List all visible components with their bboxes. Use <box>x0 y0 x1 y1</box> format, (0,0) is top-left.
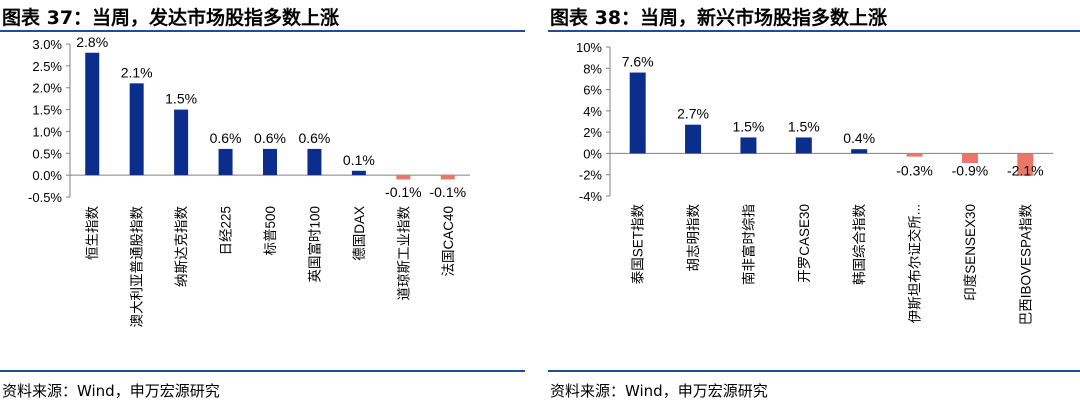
bar-chart-emerging-markets: 10% 8% 6% 4% 2% 0% -2% -4% 7.6% 泰国SET指数 2.7% 胡志明指数 1… <box>576 40 1053 326</box>
bar <box>129 83 144 176</box>
x-category-label: 澳大利亚普通股指数 <box>130 206 145 328</box>
bar <box>906 153 923 157</box>
chart-panel-emerging-markets: 图表 38：当周，新兴市场股指多数上涨 10% 8% 6% 4% 2% 0% -2% -4% 7… <box>548 0 1080 406</box>
x-category-label: 南非富时综指 <box>740 204 756 285</box>
data-label: -0.3% <box>896 162 933 178</box>
y-tick-label: 1.0% <box>32 124 62 139</box>
bar <box>1017 153 1034 176</box>
bar <box>307 148 322 176</box>
source-note: 资料来源：Wind，申万宏源研究 <box>550 382 768 400</box>
x-category-label: 道琼斯工业指数 <box>396 206 411 301</box>
data-label: 7.6% <box>622 54 654 70</box>
bar <box>685 124 702 154</box>
bar <box>396 175 411 180</box>
x-category-label: 巴西IBOVESPA指数 <box>1018 204 1033 326</box>
y-tick-label: 10% <box>576 40 602 55</box>
data-label: -0.1% <box>429 184 466 200</box>
x-category-label: 胡志明指数 <box>686 204 701 272</box>
data-label: 0.6% <box>254 130 286 146</box>
title-divider <box>548 30 1080 32</box>
chart-title: 图表 37：当周，发达市场股指多数上涨 <box>2 7 340 29</box>
bar <box>174 109 189 176</box>
x-category-label: 标普500 <box>263 206 278 256</box>
y-tick-label: 0.5% <box>32 146 62 161</box>
x-category-label: 英国富时100 <box>306 206 322 283</box>
y-tick-label: 2% <box>583 125 602 140</box>
y-tick-label: 3.0% <box>32 37 62 52</box>
x-category-label: 韩国综合指数 <box>852 204 867 285</box>
x-category-label: 纳斯达克指数 <box>174 206 189 287</box>
bar <box>440 175 455 180</box>
data-label: -0.1% <box>385 184 422 200</box>
y-tick-label: 2.0% <box>32 81 62 96</box>
data-label: 1.5% <box>788 118 820 134</box>
data-label: 1.5% <box>732 118 764 134</box>
data-label: 2.1% <box>121 64 153 80</box>
data-label: 2.7% <box>677 106 709 122</box>
x-category-label: 印度SENSEX30 <box>963 204 978 301</box>
x-category-label: 开罗CASE30 <box>797 204 812 283</box>
y-tick-label: 0.0% <box>32 168 62 183</box>
bar <box>795 137 812 154</box>
data-label: -2.1% <box>1007 162 1044 178</box>
y-tick-label: 8% <box>583 61 602 76</box>
y-tick-label: 2.5% <box>32 59 62 74</box>
x-category-label: 日经225 <box>219 206 234 256</box>
y-tick-label: -4% <box>579 189 603 204</box>
y-tick-label: 6% <box>583 83 602 98</box>
x-category-label: 泰国SET指数 <box>631 204 646 285</box>
bar <box>740 137 757 154</box>
data-label: 0.1% <box>343 152 375 168</box>
bar <box>263 148 277 176</box>
bar-chart-developed-markets: 3.0% 2.5% 2.0% 1.5% 1.0% 0.5% 0.0% -0.5% 2.8% 恒生指… <box>28 34 470 328</box>
x-category-label: 德国DAX <box>352 206 367 261</box>
x-category-label: 法国CAC40 <box>441 206 456 277</box>
source-divider <box>0 370 525 372</box>
source-note: 资料来源：Wind，申万宏源研究 <box>2 382 220 400</box>
data-label: 2.8% <box>76 34 108 50</box>
bar <box>961 153 978 164</box>
x-category-label: 恒生指数 <box>85 206 100 260</box>
bar <box>629 72 646 154</box>
source-divider <box>548 370 1080 372</box>
y-tick-label: 1.5% <box>32 103 62 118</box>
y-tick-label: -0.5% <box>28 190 62 205</box>
data-label: 0.4% <box>843 130 875 146</box>
chart-panel-developed-markets: 图表 37：当周，发达市场股指多数上涨 3.0% 2.5% 2.0% 1.5% 1.0%… <box>0 0 525 406</box>
bar <box>351 170 366 176</box>
x-category-label: 伊斯坦布尔证交所... <box>907 204 923 323</box>
y-tick-label: -2% <box>579 168 603 183</box>
bar <box>218 148 233 176</box>
title-divider <box>0 30 525 32</box>
y-tick-label: 0% <box>583 146 602 161</box>
data-label: 1.5% <box>165 91 197 107</box>
bar <box>851 149 868 154</box>
data-label: -0.9% <box>952 162 989 178</box>
y-tick-label: 4% <box>583 104 602 119</box>
data-label: 0.6% <box>298 130 330 146</box>
data-label: 0.6% <box>210 130 242 146</box>
bar <box>85 52 100 176</box>
chart-title: 图表 38：当周，新兴市场股指多数上涨 <box>550 7 888 29</box>
